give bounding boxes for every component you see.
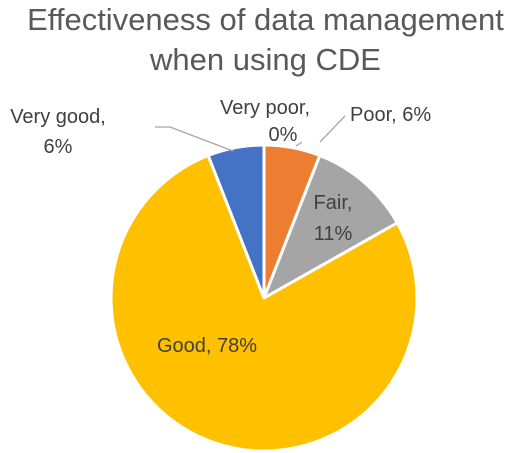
data-label-very-poor-line-2: 0% <box>269 124 298 146</box>
leader-line-very-good <box>155 126 234 152</box>
pie-slice-good <box>109 154 419 453</box>
data-label-good: Good, 78% <box>157 335 257 357</box>
data-labels: Very poor, 0% Poor, 6% Fair, 11% Good, 78% Ver… <box>10 97 431 357</box>
chart-title: Effectiveness of data management when us… <box>0 0 531 80</box>
data-label-fair-line-1: Fair, <box>314 192 353 214</box>
data-label-very-good-line-1: Very good, <box>10 106 106 128</box>
data-label-poor: Poor, 6% <box>350 104 431 126</box>
data-label-very-good-line-2: 6% <box>44 136 73 158</box>
data-label-fair-line-2: 11% <box>314 223 353 245</box>
data-label-very-poor-line-1: Very poor, <box>220 97 310 119</box>
leader-lines <box>155 115 346 152</box>
chart-title-line-2: when using CDE <box>150 42 381 77</box>
chart-title-line-1: Effectiveness of data management <box>27 2 504 37</box>
leader-line-poor <box>319 115 346 143</box>
pie-slices <box>109 143 419 453</box>
pie-slice-very-good <box>206 143 266 300</box>
leader-line-very-poor <box>295 141 303 147</box>
pie-slice-fair <box>262 154 399 300</box>
